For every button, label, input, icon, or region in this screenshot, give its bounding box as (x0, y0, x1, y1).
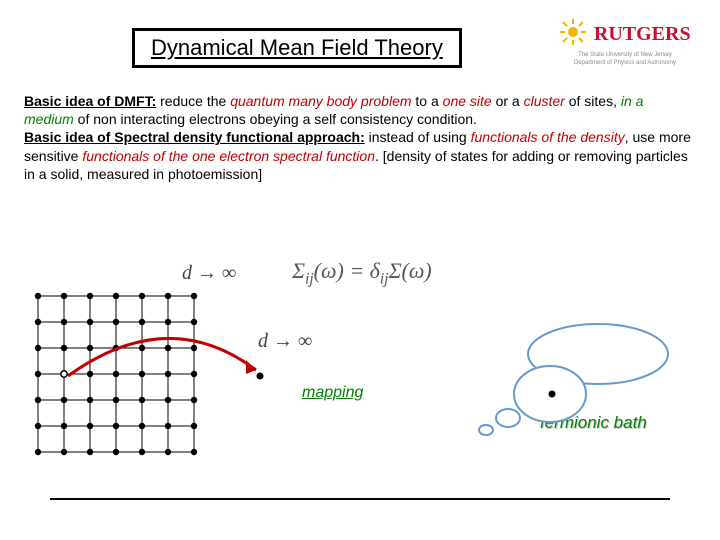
lattice-dot (87, 397, 93, 403)
lattice-dot (87, 293, 93, 299)
lattice-dot (139, 371, 145, 377)
lattice-dot (61, 293, 67, 299)
lattice-dot (191, 397, 197, 403)
mapping-label: mapping (302, 384, 363, 402)
lattice-dot (165, 397, 171, 403)
lattice-dot (35, 293, 41, 299)
lattice-dot (191, 293, 197, 299)
lattice-dot (35, 397, 41, 403)
lattice-dot (139, 423, 145, 429)
lattice-dot (191, 345, 197, 351)
body-text: Basic idea of DMFT: reduce the quantum m… (24, 92, 696, 183)
logo-subtitle-2: Department of Physics and Astronomy (550, 60, 700, 67)
slide-title: Dynamical Mean Field Theory (151, 35, 443, 60)
lattice-dot (35, 345, 41, 351)
slide-title-box: Dynamical Mean Field Theory (132, 28, 462, 68)
lattice-dot (165, 449, 171, 455)
lattice-dot (87, 345, 93, 351)
lattice-diagram (28, 286, 288, 486)
bath-bubble (438, 318, 698, 448)
lattice-dot (191, 423, 197, 429)
lattice-dot (35, 319, 41, 325)
equation-d-to-inf-1: d → ∞ (182, 262, 236, 285)
lattice-dot (113, 423, 119, 429)
lattice-dot (165, 371, 171, 377)
lattice-dot (139, 319, 145, 325)
lattice-dot (191, 319, 197, 325)
dmft-heading: Basic idea of DMFT: (24, 93, 156, 109)
lattice-dot (191, 371, 197, 377)
lattice-dot (61, 423, 67, 429)
lattice-dot (191, 449, 197, 455)
spectral-heading: Basic idea of Spectral density functiona… (24, 129, 365, 145)
lattice-dot (113, 293, 119, 299)
lattice-dot (61, 449, 67, 455)
lattice-dot (87, 423, 93, 429)
lattice-dot (113, 371, 119, 377)
lattice-dot (113, 319, 119, 325)
lattice-dot (165, 345, 171, 351)
lattice-dot (87, 371, 93, 377)
sun-icon (559, 18, 587, 51)
lattice-dot (165, 423, 171, 429)
lattice-dot (113, 397, 119, 403)
lattice-dot (35, 449, 41, 455)
rutgers-logo: RUTGERS The State University of New Jers… (550, 18, 700, 66)
logo-subtitle-1: The State University of New Jersey (550, 52, 700, 59)
lattice-dot (35, 423, 41, 429)
lattice-dot (165, 293, 171, 299)
lattice-dot (139, 293, 145, 299)
lattice-dot (35, 371, 41, 377)
equation-sigma: Σij(ω) = δijΣ(ω) (292, 258, 432, 288)
lattice-dot (139, 449, 145, 455)
lattice-dot (87, 319, 93, 325)
impurity-dot (257, 373, 264, 380)
lattice-dot (139, 345, 145, 351)
lattice-dot (61, 397, 67, 403)
lattice-dot (87, 449, 93, 455)
lattice-dot (113, 449, 119, 455)
rutgers-wordmark: RUTGERS (594, 23, 691, 46)
lattice-dot (165, 319, 171, 325)
lattice-dot (61, 371, 67, 377)
footer-divider (50, 498, 670, 500)
lattice-dot (139, 397, 145, 403)
mapping-arrow (68, 338, 256, 376)
mapping-arrowhead (246, 360, 256, 374)
lattice-dot (61, 319, 67, 325)
bath-impurity-dot (549, 391, 556, 398)
lattice-dot (61, 345, 67, 351)
